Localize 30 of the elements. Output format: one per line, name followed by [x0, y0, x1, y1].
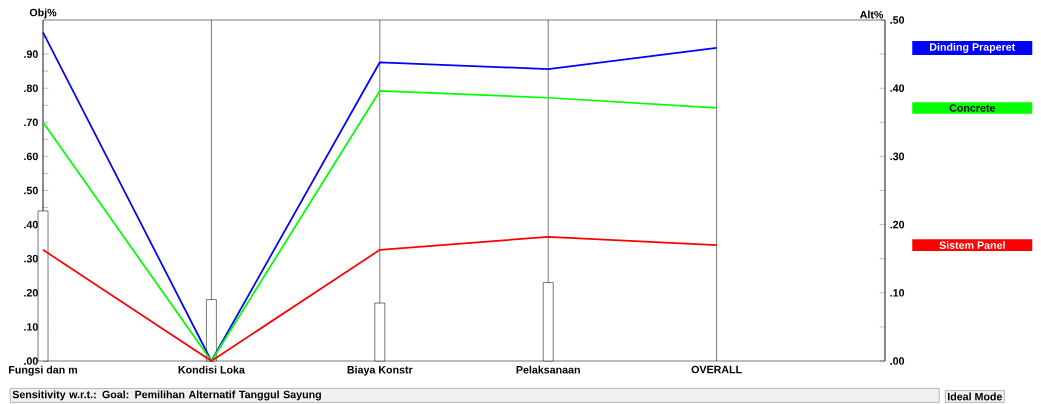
y-tick-label: .60 [24, 152, 38, 161]
y-tick-label: .90 [24, 50, 38, 58]
y-tick-label: .80 [24, 84, 38, 92]
y-tick-label: .30 [24, 254, 38, 263]
y-tick-label: .70 [24, 118, 38, 127]
y2-tick-label: .10 [890, 289, 905, 297]
line-series [42, 90, 718, 362]
y2-tick-label: .40 [890, 84, 905, 92]
y-tick-label: .20 [24, 289, 38, 297]
y2-axis-title: Alt% [859, 10, 884, 19]
text: Sensitivity w.r.t.: Goal: Pemilihan Alternatif Tanggul Sayung [12, 390, 321, 401]
text: Sistem Panel [939, 241, 1005, 249]
y-axis-title: Obj% [29, 8, 57, 19]
y-tick-label: .50 [24, 186, 38, 195]
x-tick-label: Biaya Konstr [347, 365, 413, 376]
text: Dinding Praperet [930, 42, 1016, 53]
y2-tick-label: .30 [890, 152, 905, 161]
text: Concrete [949, 104, 996, 112]
y2-tick-label: .00 [890, 357, 905, 365]
x-tick-label: Fungsi dan m [9, 365, 78, 376]
x-tick-label: OVERALL [691, 365, 742, 374]
line-series [42, 236, 718, 362]
x-tick-label: Pelaksanaan [516, 365, 580, 374]
y2-tick-label: .20 [890, 220, 905, 229]
y-tick-label: .00 [24, 357, 38, 365]
y-tick-label: .40 [24, 220, 38, 229]
y-tick-label: .10 [24, 323, 38, 331]
x-tick-label: Kondisi Loka [178, 365, 245, 374]
y2-tick-label: .50 [890, 16, 905, 24]
text: Ideal Mode [947, 392, 1003, 401]
